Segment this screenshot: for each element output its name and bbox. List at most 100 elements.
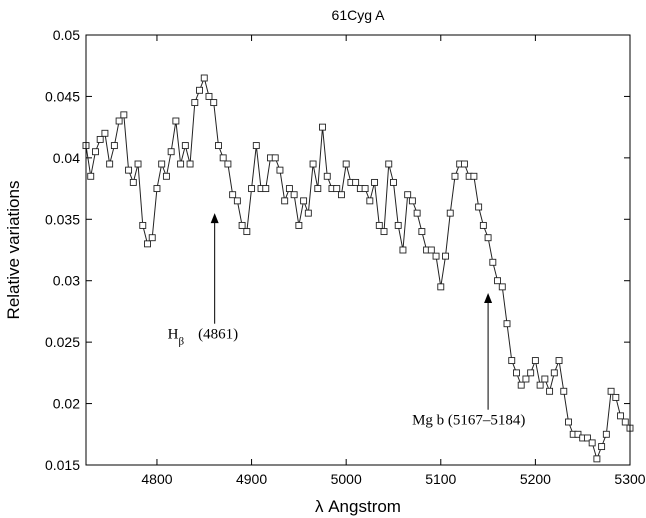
data-point — [158, 160, 166, 168]
data-point — [489, 258, 497, 266]
data-point — [110, 142, 118, 150]
data-point — [527, 369, 535, 377]
data-point — [361, 185, 369, 193]
data-point — [323, 172, 331, 180]
data-point — [394, 221, 402, 229]
mgb-arrowhead — [484, 293, 493, 303]
data-point — [513, 369, 520, 377]
data-point — [437, 283, 445, 291]
data-point — [517, 381, 525, 389]
data-point — [224, 160, 232, 168]
data-point — [210, 99, 218, 107]
data-point — [413, 209, 421, 217]
data-point — [621, 418, 629, 426]
data-point — [427, 246, 435, 254]
data-point — [602, 430, 610, 438]
y-tick-label: 0.025 — [45, 334, 80, 350]
data-point — [612, 393, 620, 401]
x-tick-label: 4800 — [141, 471, 172, 487]
data-point — [555, 357, 563, 365]
data-point — [446, 209, 454, 217]
data-point — [607, 387, 615, 395]
data-point — [177, 160, 185, 168]
data-point — [408, 197, 416, 205]
data-point — [541, 375, 549, 383]
data-point — [252, 142, 260, 150]
data-point — [200, 74, 208, 82]
chart-title: 61Cyg A — [332, 7, 386, 23]
data-point — [309, 160, 317, 168]
data-point — [134, 160, 142, 168]
data-point — [451, 172, 459, 180]
data-point — [290, 191, 298, 199]
data-point — [484, 234, 492, 242]
data-point — [390, 178, 397, 186]
data-point — [219, 154, 227, 162]
data-point — [285, 185, 293, 193]
data-point — [300, 197, 308, 205]
data-point — [162, 172, 170, 180]
data-point — [120, 111, 128, 119]
mgb-label: Mg b (5167–5184) — [412, 413, 525, 429]
data-point — [404, 191, 412, 199]
ticks: 4800 4900 5000 5100 5200 5300 0.015 0.02 0.025 0.… — [45, 27, 646, 487]
data-point — [167, 148, 175, 156]
data-point — [181, 142, 189, 150]
data-point — [617, 412, 624, 420]
data-point — [375, 221, 383, 229]
data-point — [92, 148, 99, 156]
y-tick-label: 0.035 — [45, 211, 80, 227]
x-tick-label: 5300 — [614, 471, 645, 487]
data-point — [418, 228, 426, 236]
data-point — [276, 166, 284, 174]
data-point — [366, 197, 374, 205]
data-point — [432, 252, 440, 260]
data-point — [536, 381, 544, 389]
data-point — [196, 86, 203, 94]
data-point — [172, 117, 180, 125]
data-point — [314, 185, 322, 193]
data-point — [522, 375, 530, 383]
data-point — [498, 283, 506, 291]
data-point — [470, 172, 478, 180]
y-tick-label: 0.03 — [53, 273, 80, 289]
data-point — [106, 160, 114, 168]
data-point — [475, 203, 483, 211]
x-tick-label: 4900 — [236, 471, 267, 487]
data-point — [129, 178, 137, 186]
data-point — [565, 418, 572, 426]
data-point — [342, 160, 350, 168]
hbeta-subscript: β — [179, 336, 185, 348]
data-point — [380, 228, 388, 236]
x-tick-label: 5000 — [331, 471, 362, 487]
x-axis-label: λ Angstrom — [315, 497, 401, 516]
data-point — [295, 221, 303, 229]
y-tick-label: 0.05 — [53, 27, 80, 43]
data-point — [144, 240, 151, 248]
series-layer — [82, 74, 634, 463]
hbeta-wavelength: (4861) — [198, 327, 238, 343]
data-point — [115, 117, 123, 125]
hbeta-symbol: H — [168, 327, 179, 343]
data-point — [399, 246, 407, 254]
data-point — [281, 197, 289, 205]
data-point — [191, 99, 199, 107]
data-point — [186, 160, 194, 168]
data-point — [96, 135, 104, 143]
data-point — [371, 178, 379, 186]
y-axis-label: Relative variations — [4, 181, 23, 320]
data-point — [494, 277, 501, 285]
data-point — [243, 228, 251, 236]
y-tick-label: 0.015 — [45, 457, 80, 473]
series-line — [85, 76, 631, 461]
data-point — [214, 142, 222, 150]
data-point — [442, 252, 449, 260]
x-tick-label: 5200 — [520, 471, 551, 487]
data-point — [588, 439, 596, 447]
data-point — [337, 191, 345, 199]
data-point — [205, 92, 213, 100]
data-point — [87, 172, 95, 180]
data-point — [125, 166, 133, 174]
data-point — [479, 221, 487, 229]
data-point — [153, 185, 161, 193]
